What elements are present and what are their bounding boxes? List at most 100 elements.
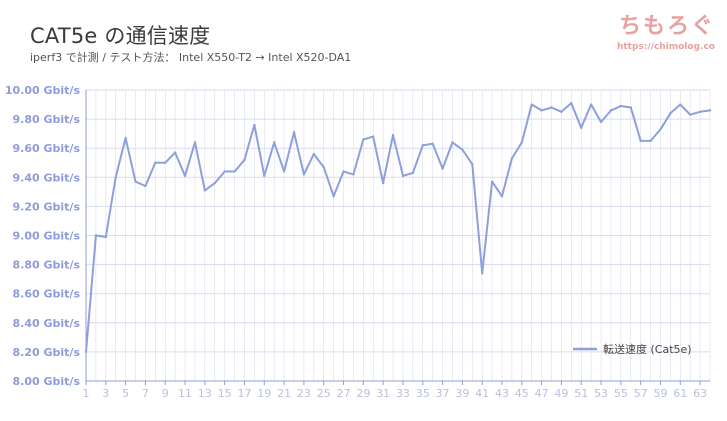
data-point: [332, 195, 335, 198]
x-tick-label: 37: [436, 387, 450, 400]
data-point: [599, 120, 603, 124]
x-tick-label: 11: [178, 387, 192, 400]
x-tick-label: 7: [142, 387, 149, 400]
axes: [85, 90, 710, 385]
data-point: [698, 110, 702, 114]
y-tick-label: 8.20 Gbit/s: [13, 346, 81, 359]
y-axis-tick-labels: 10.00 Gbit/s 9.80 Gbit/s 9.60 Gbit/s 9.40 G…: [5, 84, 81, 388]
data-point: [144, 184, 147, 188]
x-tick-label: 57: [634, 387, 648, 400]
legend[interactable]: 転送速度 (Cat5e): [573, 342, 692, 356]
data-point: [708, 109, 712, 112]
x-tick-label: 51: [574, 387, 588, 400]
data-point: [580, 126, 583, 130]
x-tick-label: 27: [337, 387, 351, 400]
x-tick-label: 25: [317, 387, 331, 400]
data-point: [94, 234, 98, 237]
data-point: [550, 106, 553, 109]
data-point: [243, 158, 246, 162]
x-tick-label: 39: [455, 387, 469, 400]
data-point: [570, 101, 573, 105]
data-point: [530, 103, 533, 106]
legend-label: 転送速度 (Cat5e): [603, 342, 692, 356]
data-point: [490, 180, 494, 183]
grid-lines: [85, 89, 711, 381]
data-point: [471, 163, 474, 166]
data-point: [629, 106, 632, 109]
x-tick-label: 43: [495, 387, 509, 400]
data-point: [114, 176, 117, 179]
data-point: [223, 170, 226, 173]
data-point: [253, 123, 256, 127]
data-point: [520, 141, 524, 144]
chart-title: CAT5e の通信速度: [30, 24, 211, 48]
data-point: [203, 189, 207, 192]
x-tick-label: 3: [102, 387, 109, 400]
x-tick-label: 1: [83, 387, 90, 400]
x-tick-label: 63: [693, 387, 707, 400]
chart-subtitle: iperf3 で計測 / テスト方法： Intel X550-T2 → Inte…: [30, 51, 352, 64]
x-tick-label: 19: [257, 387, 271, 400]
y-tick-label: 9.20 Gbit/s: [13, 200, 81, 213]
x-tick-label: 47: [535, 387, 549, 400]
data-point: [183, 174, 187, 178]
data-point: [193, 141, 197, 144]
y-tick-label: 9.80 Gbit/s: [13, 113, 81, 126]
data-point: [282, 170, 286, 173]
x-tick-label: 45: [515, 387, 529, 400]
y-tick-label: 8.80 Gbit/s: [13, 259, 81, 272]
data-point: [609, 109, 613, 112]
data-point: [649, 139, 652, 143]
data-point: [461, 148, 464, 151]
x-tick-label: 61: [673, 387, 687, 400]
data-point: [164, 161, 167, 164]
brand-logo-text: ちもろぐ: [618, 14, 715, 39]
data-point: [173, 151, 177, 154]
data-point: [411, 171, 415, 175]
data-point: [451, 141, 454, 144]
data-point: [589, 103, 593, 106]
data-point: [263, 174, 266, 178]
data-point: [441, 167, 444, 170]
brand-logo: ちもろぐ https://chimolog.co: [617, 8, 715, 52]
x-tick-label: 31: [376, 387, 390, 400]
y-tick-label: 10.00 Gbit/s: [5, 84, 81, 97]
x-tick-label: 49: [554, 387, 568, 400]
data-point: [688, 113, 692, 116]
x-axis-tick-labels: 1 3 5 7 9 11 13 15 17 19 21 23 25 27 29 31 33 35 37 39 41 43 4…: [83, 387, 708, 400]
data-point: [84, 350, 88, 354]
data-point: [154, 161, 157, 164]
series-layer: [84, 101, 712, 354]
data-point: [134, 180, 137, 183]
data-point: [401, 174, 405, 178]
data-point: [500, 195, 504, 198]
data-point: [540, 109, 543, 112]
data-point: [421, 144, 424, 147]
x-tick-label: 29: [356, 387, 370, 400]
data-point: [560, 110, 563, 114]
data-point: [124, 136, 127, 140]
data-point: [342, 170, 345, 173]
y-tick-label: 8.40 Gbit/s: [13, 317, 81, 330]
data-point: [431, 142, 434, 146]
y-tick-label: 9.60 Gbit/s: [13, 142, 81, 155]
x-tick-label: 23: [297, 387, 311, 400]
x-tick-label: 41: [475, 387, 489, 400]
data-point: [639, 139, 642, 143]
y-tick-label: 9.40 Gbit/s: [13, 171, 81, 184]
x-tick-label: 35: [416, 387, 430, 400]
x-tick-label: 59: [653, 387, 667, 400]
data-point: [233, 170, 236, 173]
data-point: [272, 141, 276, 144]
x-tick-label: 21: [277, 387, 291, 400]
data-point: [213, 181, 216, 185]
x-tick-label: 33: [396, 387, 410, 400]
data-point: [391, 133, 395, 137]
y-tick-label: 8.00 Gbit/s: [13, 375, 81, 388]
x-tick-label: 55: [614, 387, 628, 400]
data-point: [669, 112, 672, 115]
data-point: [352, 173, 355, 176]
data-point: [480, 272, 484, 275]
data-point: [619, 104, 623, 108]
